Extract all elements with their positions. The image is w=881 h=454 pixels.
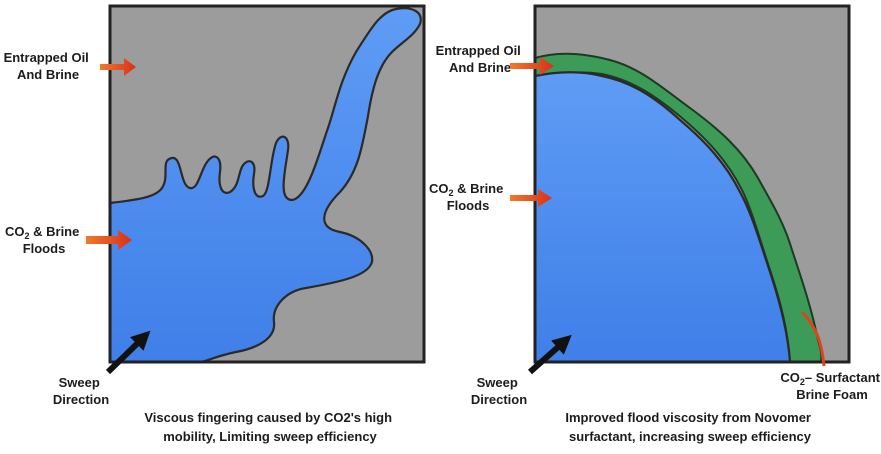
right-floods-label: CO2 & Brine Floods [429, 181, 507, 213]
right-foam-pointer [800, 310, 826, 367]
left-caption-line2: mobility, Limiting sweep efficiency [163, 429, 377, 444]
right-sweep-label: Sweep Direction [471, 375, 527, 407]
right-sweep-arrow [528, 334, 572, 375]
left-co2-flood-fingers [108, 7, 422, 364]
right-foam-co: CO [780, 370, 800, 385]
right-entrapped-label: Entrapped Oil And Brine [436, 43, 525, 75]
right-floods-subscript: 2 [449, 188, 454, 198]
right-floods-arrow [510, 189, 552, 207]
left-entrapped-arrow [100, 58, 136, 76]
right-entrapped-arrow [510, 57, 554, 75]
right-foam-label: CO2– Surfactant Brine Foam [780, 370, 881, 402]
left-sweep-line1: Sweep [59, 375, 100, 390]
right-foam-subscript: 2 [800, 377, 805, 387]
right-foam-line2: Brine Foam [796, 387, 868, 402]
left-entrapped-label: Entrapped Oil And Brine [4, 50, 93, 82]
right-floods-suffix: & Brine [454, 181, 504, 196]
right-sweep-line2: Direction [471, 392, 527, 407]
left-sweep-arrow [105, 330, 151, 375]
left-sweep-label: Sweep Direction [53, 375, 109, 407]
left-floods-suffix: & Brine [30, 224, 80, 239]
left-entrapped-line2: And Brine [17, 67, 79, 82]
right-floods-co: CO [429, 181, 449, 196]
left-entrapped-line1: Entrapped Oil [4, 50, 89, 65]
right-entrapped-line2: And Brine [449, 60, 511, 75]
left-caption: Viscous fingering caused by CO2's high m… [144, 410, 395, 444]
right-caption-line1: Improved flood viscosity from Novomer [565, 410, 811, 425]
right-floods-line2: Floods [447, 198, 490, 213]
left-floods-subscript: 2 [25, 231, 30, 241]
right-panel: Entrapped Oil And Brine CO2 & Brine Floo… [429, 4, 881, 444]
left-caption-line1: Viscous fingering caused by CO2's high [144, 410, 392, 425]
right-entrapped-line1: Entrapped Oil [436, 43, 521, 58]
right-foam-suffix: – Surfactant [805, 370, 881, 385]
left-sweep-line2: Direction [53, 392, 109, 407]
right-caption-line2: surfactant, increasing sweep efficiency [569, 429, 812, 444]
left-floods-co: CO [5, 224, 25, 239]
right-surfactant-foam-band [534, 52, 823, 363]
left-floods-line2: Floods [23, 241, 66, 256]
right-caption: Improved flood viscosity from Novomer su… [565, 410, 814, 444]
left-floods-arrow [86, 230, 132, 250]
left-panel-frame [108, 4, 426, 364]
right-panel-frame [533, 4, 851, 364]
right-sweep-line1: Sweep [477, 375, 518, 390]
left-panel: Entrapped Oil And Brine CO2 & Brine Floo… [4, 4, 426, 444]
left-floods-label: CO2 & Brine Floods [5, 224, 83, 256]
right-co2-flood-front [533, 71, 792, 364]
